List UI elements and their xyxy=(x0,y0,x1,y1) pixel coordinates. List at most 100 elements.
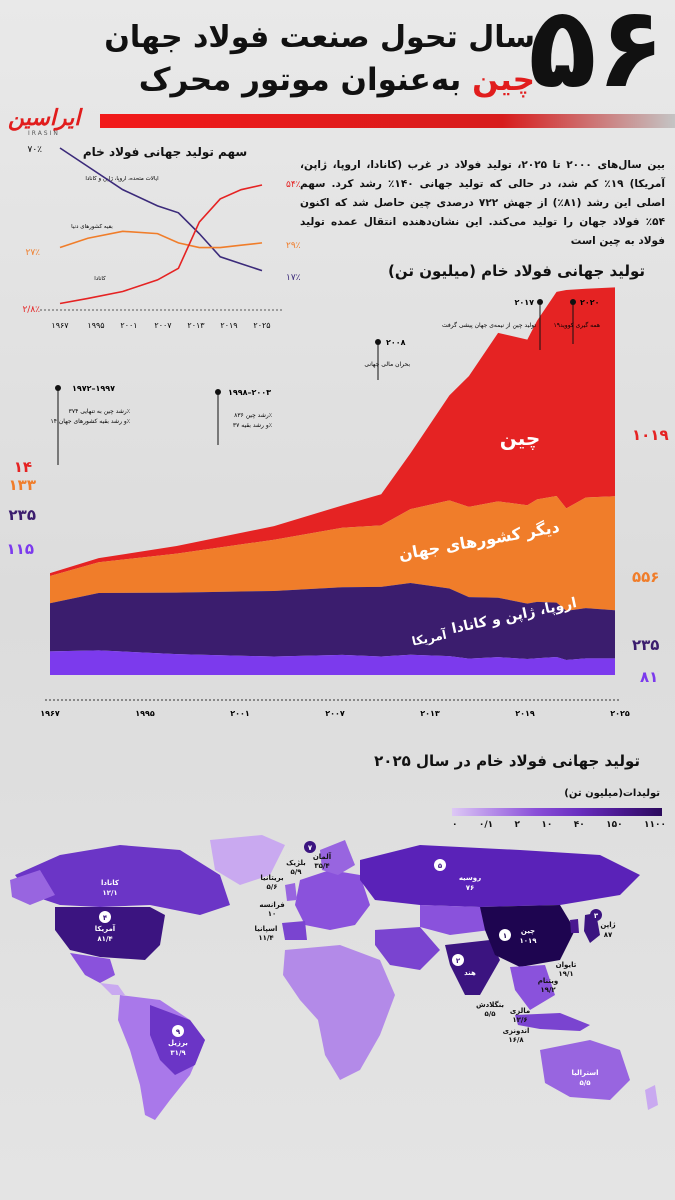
legend-tick: ۱۰ xyxy=(541,820,553,830)
map-label-value: ۱۰۱۹ xyxy=(519,937,537,945)
end-value-rest: ۵۵۶ xyxy=(632,568,659,586)
map-label-name: ژاپن xyxy=(600,921,615,929)
main-annotations: ۱۹۷۲–۱۹۹۷ رشد چین به تنهایی ۳۷۴٪ و رشد ب… xyxy=(50,298,600,465)
map-label-name: فرانسه xyxy=(259,901,285,909)
map-label-value: ۱۹/۱ xyxy=(558,970,573,978)
share-x-tick: ۱۹۶۷ xyxy=(51,321,69,330)
map-label-name: استرالیا xyxy=(571,1069,598,1077)
map-alaska xyxy=(10,870,55,905)
title-line2: چین به‌عنوان موتور محرک xyxy=(139,62,535,98)
main-x-tick: ۲۰۰۷ xyxy=(325,709,345,718)
end-value-china: ۱۰۱۹ xyxy=(632,426,669,444)
map-russia xyxy=(360,845,640,907)
legend-tick: ۴۰ xyxy=(573,820,585,830)
annotation-year: ۲۰۱۷ xyxy=(514,298,534,307)
logo: ایراسین IRASIN xyxy=(8,108,80,138)
map-rank-badges: ۴ ۹ ۵ ۱ ۳ ۲ ۷ xyxy=(99,841,602,1037)
share-series-line-0 xyxy=(59,147,263,272)
intro-paragraph: بین سال‌های ۲۰۰۰ تا ۲۰۲۵، تولید فولاد در… xyxy=(300,159,665,247)
share-x-tick: ۲۰۰۷ xyxy=(154,321,172,330)
map-label-name: روسیه xyxy=(459,874,481,882)
share-right-red: ۵۴٪ xyxy=(286,180,300,190)
logo-sub: IRASIN xyxy=(28,130,60,137)
main-x-axis: ۱۹۶۷ ۱۹۹۵ ۲۰۰۱ ۲۰۰۷ ۲۰۱۳ ۲۰۱۹ ۲۰۲۵ xyxy=(40,699,630,718)
rank-badge xyxy=(99,911,111,923)
rank-badge-text: ۵ xyxy=(438,862,443,870)
map-label-value: ۸۷ xyxy=(604,931,613,939)
map-europe xyxy=(295,870,370,930)
rank-badge xyxy=(452,954,464,966)
map-label-name: تایوان xyxy=(556,961,577,969)
map-label-name: اندونزی xyxy=(503,1027,530,1035)
map-china xyxy=(480,905,575,967)
map-canada xyxy=(15,845,230,915)
main-areas xyxy=(50,287,615,675)
rank-badge-text: ۲ xyxy=(456,957,461,965)
map-indonesia xyxy=(515,1013,590,1031)
map-label-name: برزیل xyxy=(168,1039,188,1047)
map-label-name: آلمان xyxy=(313,852,332,861)
annotation-text: رشد چین ۸۳۶٪ xyxy=(234,412,272,419)
map-labels: کانادا ۱۲/۱ آمریکا ۸۱/۴ برزیل ۳۱/۹ روسیه… xyxy=(95,852,616,1087)
header: ۵۶ سال تحول صنعت فولاد جهان چین به‌عنوان… xyxy=(0,0,675,140)
share-chart-title: سهم تولید جهانی فولاد خام xyxy=(82,145,248,159)
start-value-china: ۱۴ xyxy=(14,458,32,476)
layer-label-us: آمریکا xyxy=(410,626,448,648)
rank-badge-text: ۴ xyxy=(103,914,108,922)
map-label-value: ۱۲/۱ xyxy=(102,889,117,897)
map-label-value: ۵/۵ xyxy=(579,1079,591,1087)
rank-badge xyxy=(172,1025,184,1037)
annotation-year: ۲۰۰۸ xyxy=(386,338,406,347)
end-value-us: ۸۱ xyxy=(640,668,658,686)
annotation-text: بحران مالی جهانی xyxy=(364,361,410,368)
annotation-text: رشد چین به تنهایی ۳۷۴٪ xyxy=(69,408,130,415)
annotation-year: ۱۹۹۸–۲۰۰۳ xyxy=(228,388,271,397)
rank-badge-text: ۱ xyxy=(503,932,507,940)
legend-tick: ۲ xyxy=(514,820,521,830)
legend-tick: ۱۱۰۰ xyxy=(644,820,666,830)
share-right-purple: ۱۷٪ xyxy=(286,273,300,283)
title-rest: به‌عنوان موتور محرک xyxy=(138,62,462,98)
end-value-eu: ۲۳۵ xyxy=(632,636,659,654)
map-brazil xyxy=(150,1005,205,1075)
share-x-tick: ۲۰۱۹ xyxy=(220,321,237,330)
rank-badge xyxy=(499,929,511,941)
world-map: کانادا ۱۲/۱ آمریکا ۸۱/۴ برزیل ۳۱/۹ روسیه… xyxy=(10,835,658,1120)
map-label-name: کانادا xyxy=(101,879,120,887)
map-label-value: ۱۹/۲ xyxy=(540,986,556,994)
annotation-1998-2003: ۱۹۹۸–۲۰۰۳ رشد چین ۸۳۶٪ و رشد بقیه ۳۷٪ xyxy=(215,388,272,445)
legend-tick: ۰ xyxy=(452,820,458,830)
map-central-asia xyxy=(420,905,490,935)
start-values: ۱۴ ۱۳۳ ۲۳۵ ۱۱۵ xyxy=(7,458,36,558)
map-label-name: هند xyxy=(464,969,476,977)
map-label-value: ۱۱/۴ xyxy=(258,934,274,942)
area-layer-3 xyxy=(50,287,615,576)
rank-badge-text: ۳ xyxy=(594,912,599,920)
map-nz xyxy=(645,1085,658,1110)
rank-badge xyxy=(434,859,446,871)
map-label-name: مالزی xyxy=(510,1007,530,1015)
rank-badge xyxy=(590,909,602,921)
map-india xyxy=(445,940,500,995)
share-left-orange: ۲۷٪ xyxy=(25,248,40,258)
map-label-value: ۵/۹ xyxy=(290,868,302,876)
map-central-am xyxy=(100,983,125,995)
main-x-tick: ۲۰۱۹ xyxy=(515,709,535,718)
map-legend-title: تولیدات(میلیون تن) xyxy=(564,788,660,799)
map-label-value: ۸۱/۴ xyxy=(97,935,113,943)
legend-tick: ۱۵۰ xyxy=(606,820,623,830)
map-usa xyxy=(55,907,165,960)
annotation-year: ۲۰۲۰ xyxy=(580,298,600,307)
start-value-eu: ۲۳۵ xyxy=(9,506,36,524)
map-label-value: ۵/۵ xyxy=(484,1010,496,1018)
map-label-value: ۱۲/۶ xyxy=(512,1016,527,1024)
legend-tick: ۰/۱ xyxy=(478,820,494,830)
main-x-tick: ۲۰۰۱ xyxy=(230,709,250,718)
annotation-2017: ۲۰۱۷ تولید چین از نیمه‌ی جهان پیشی گرفت xyxy=(442,298,543,350)
annotation-2020: ۲۰۲۰ همه گیری کووید۱۹ xyxy=(554,298,600,344)
map-africa xyxy=(283,945,395,1080)
share-right-orange: ۲۹٪ xyxy=(286,241,300,251)
start-value-us: ۱۱۵ xyxy=(7,540,34,558)
map-se-asia xyxy=(510,965,555,1010)
main-x-tick: ۱۹۶۷ xyxy=(40,709,60,718)
